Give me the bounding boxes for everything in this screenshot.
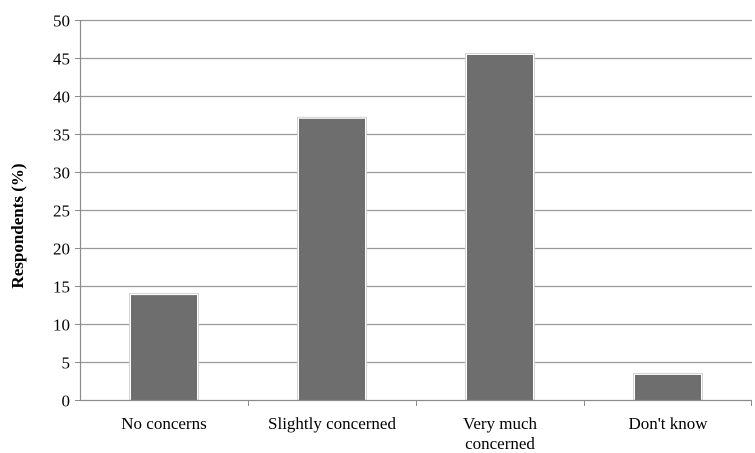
bar xyxy=(299,118,365,401)
y-tick-label: 30 xyxy=(53,164,70,183)
x-category-label: Very much xyxy=(463,414,538,433)
y-tick-label: 10 xyxy=(53,316,70,335)
y-tick-label: 35 xyxy=(53,126,70,145)
y-tick-label: 15 xyxy=(53,278,70,297)
bar xyxy=(635,374,701,400)
bars xyxy=(129,52,703,401)
y-axis-title: Respondents (%) xyxy=(8,163,27,288)
y-tick-label: 40 xyxy=(53,88,70,107)
bar xyxy=(467,54,533,401)
y-tick-label: 25 xyxy=(53,202,70,221)
y-tick-label: 5 xyxy=(62,354,71,373)
y-tick-label: 0 xyxy=(62,392,71,411)
x-category-label: Don't know xyxy=(628,414,708,433)
x-category-label: concerned xyxy=(465,434,535,453)
y-tick-label: 45 xyxy=(53,50,70,69)
y-tick-label: 50 xyxy=(53,12,70,31)
y-tick-label: 20 xyxy=(53,240,70,259)
x-category-label: No concerns xyxy=(121,414,206,433)
axes xyxy=(75,20,752,406)
x-category-label: Slightly concerned xyxy=(268,414,396,433)
bar xyxy=(131,295,197,400)
x-category-labels: No concerns Slightly concerned Very muchco… xyxy=(121,414,708,453)
y-tick-labels: 0 5 10 15 20 25 30 35 40 45 50 xyxy=(53,12,70,411)
